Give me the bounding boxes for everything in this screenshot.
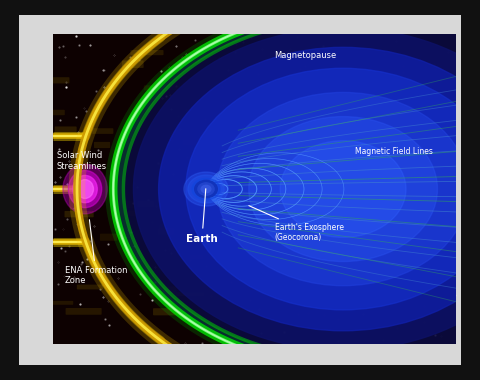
FancyBboxPatch shape xyxy=(190,255,203,260)
Ellipse shape xyxy=(63,164,107,214)
Circle shape xyxy=(249,117,437,261)
FancyBboxPatch shape xyxy=(39,77,70,84)
FancyBboxPatch shape xyxy=(153,308,187,315)
FancyBboxPatch shape xyxy=(112,211,136,216)
Circle shape xyxy=(217,92,469,286)
Circle shape xyxy=(188,175,224,203)
FancyBboxPatch shape xyxy=(176,292,204,296)
Text: Solar Wind
Streamlines: Solar Wind Streamlines xyxy=(57,152,107,171)
FancyBboxPatch shape xyxy=(77,285,103,290)
Text: Earth: Earth xyxy=(186,189,218,244)
FancyBboxPatch shape xyxy=(182,140,219,146)
FancyBboxPatch shape xyxy=(55,127,77,133)
FancyBboxPatch shape xyxy=(167,229,198,236)
FancyBboxPatch shape xyxy=(46,110,65,115)
Circle shape xyxy=(133,28,480,350)
FancyBboxPatch shape xyxy=(94,142,110,148)
Ellipse shape xyxy=(73,176,97,203)
FancyBboxPatch shape xyxy=(159,224,175,230)
Circle shape xyxy=(184,172,228,206)
FancyBboxPatch shape xyxy=(158,228,174,235)
Circle shape xyxy=(201,185,211,193)
FancyBboxPatch shape xyxy=(46,301,73,305)
FancyBboxPatch shape xyxy=(64,211,94,217)
Circle shape xyxy=(192,178,220,200)
Text: Magnetic Field Lines: Magnetic Field Lines xyxy=(355,147,433,157)
FancyBboxPatch shape xyxy=(122,60,144,68)
Circle shape xyxy=(186,68,480,310)
Text: Bow Shock: Bow Shock xyxy=(0,379,1,380)
Ellipse shape xyxy=(77,180,94,198)
Ellipse shape xyxy=(69,171,102,207)
FancyBboxPatch shape xyxy=(144,86,181,90)
Text: Earth's Exosphere
(Geocorona): Earth's Exosphere (Geocorona) xyxy=(249,206,344,242)
FancyBboxPatch shape xyxy=(152,287,177,294)
FancyBboxPatch shape xyxy=(92,128,113,134)
Text: Magnetopause: Magnetopause xyxy=(275,51,337,60)
Circle shape xyxy=(158,48,480,331)
Circle shape xyxy=(198,183,214,195)
FancyBboxPatch shape xyxy=(137,201,157,207)
Circle shape xyxy=(195,180,217,198)
Text: ENA Formation
Zone: ENA Formation Zone xyxy=(65,220,127,285)
FancyBboxPatch shape xyxy=(66,308,102,315)
FancyBboxPatch shape xyxy=(100,234,117,241)
Circle shape xyxy=(280,141,406,238)
FancyBboxPatch shape xyxy=(150,143,181,147)
FancyBboxPatch shape xyxy=(131,50,164,55)
FancyBboxPatch shape xyxy=(122,201,154,208)
Circle shape xyxy=(112,12,480,366)
